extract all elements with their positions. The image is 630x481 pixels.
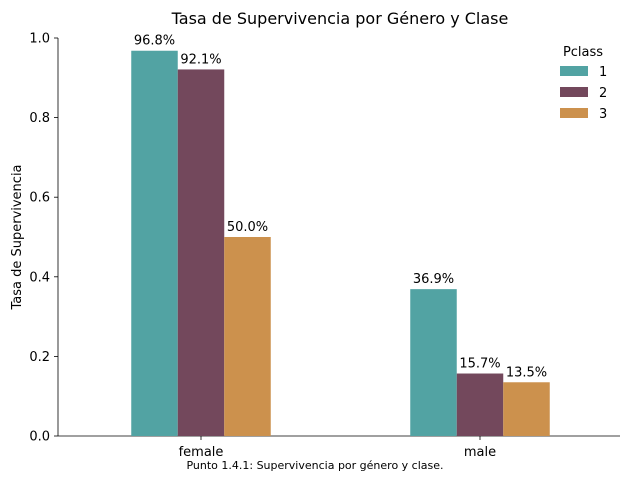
data-label: 92.1%: [180, 52, 221, 67]
bar-male-class-2: [456, 373, 504, 436]
bar-male-class-3: [503, 382, 550, 436]
chart-title: Tasa de Supervivencia por Género y Clase: [171, 9, 509, 28]
y-tick-label: 0.8: [29, 111, 50, 126]
legend: Pclass 1 2 3: [560, 45, 607, 122]
data-label: 13.5%: [506, 365, 547, 380]
legend-swatch: [560, 87, 588, 97]
y-axis-label: Tasa de Supervivencia: [10, 164, 25, 310]
y-tick-label: 0.0: [29, 430, 50, 445]
data-label: 15.7%: [459, 357, 500, 372]
bar-male-class-1: [410, 289, 457, 436]
data-label: 36.9%: [413, 272, 454, 287]
x-tick-label: male: [464, 445, 496, 460]
figure-caption: Punto 1.4.1: Supervivencia por género y …: [186, 459, 443, 472]
x-tick-label: female: [179, 445, 224, 460]
y-tick-label: 0.6: [29, 191, 50, 206]
bar-female-class-1: [131, 50, 178, 437]
legend-label: 3: [599, 107, 607, 122]
legend-title: Pclass: [563, 45, 603, 60]
legend-swatch: [560, 66, 588, 76]
y-tick-label: 0.4: [29, 270, 50, 285]
legend-label: 2: [599, 86, 607, 101]
data-label: 96.8%: [134, 34, 175, 49]
y-tick-label: 0.2: [29, 350, 50, 365]
y-tick-label: 1.0: [29, 32, 50, 47]
plot-area: 0.0 0.2 0.4 0.6 0.8 1.0 96.8% 92.1% 50.0% female 3…: [29, 32, 620, 460]
bar-female-class-3: [224, 237, 271, 436]
data-label: 50.0%: [227, 220, 268, 235]
bar-female-class-2: [177, 69, 225, 436]
legend-swatch: [560, 108, 588, 118]
legend-label: 1: [599, 65, 607, 80]
